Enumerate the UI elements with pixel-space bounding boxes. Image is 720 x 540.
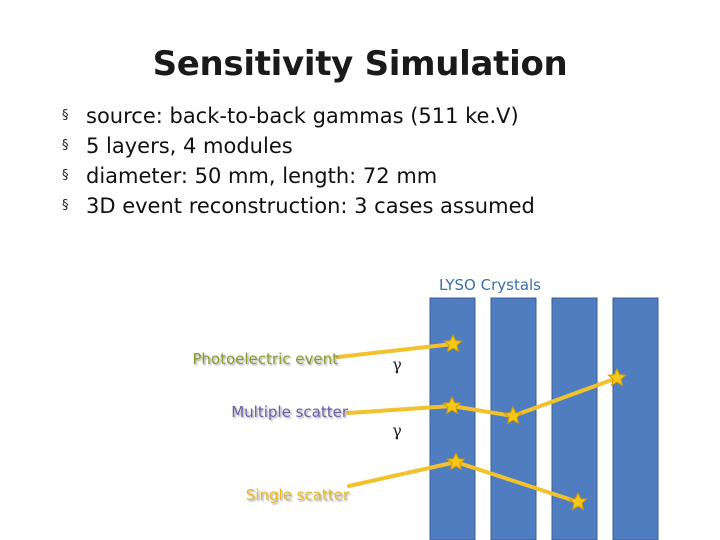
photoelectric-track [336,342,455,359]
bullet-text: 3D event reconstruction: 3 cases assumed [86,194,535,218]
bullet-marker: § [62,108,69,123]
multiple-scatter-label: Multiple scatter [231,403,349,421]
bullet-marker: § [62,168,69,183]
bullet-item: § 3D event reconstruction: 3 cases assume… [62,191,535,221]
interaction-star-icon [443,333,463,353]
bullet-item: § diameter: 50 mm, length: 72 mm [62,161,535,191]
photoelectric-label: Photoelectric event [192,350,338,368]
bullet-text: 5 layers, 4 modules [86,134,293,158]
bullet-marker: § [62,138,69,153]
bullet-marker: § [62,198,69,213]
bullet-item: § source: back-to-back gammas (511 ke.V) [62,101,535,131]
interaction-star-icon [442,395,462,415]
interaction-star-icon [446,451,466,471]
bullet-text: source: back-to-back gammas (511 ke.V) [86,104,519,128]
gamma-symbol-upper: γ [392,355,402,374]
single-scatter-label: Single scatter [246,486,350,504]
crystals-label: LYSO Crystals [439,276,541,294]
crystal-column-1 [429,297,476,540]
multiple-scatter-track [346,376,619,418]
interaction-star-icon [503,405,523,425]
bullet-list: § source: back-to-back gammas (511 ke.V) … [62,101,535,221]
slide-title: Sensitivity Simulation [152,44,568,84]
bullet-text: diameter: 50 mm, length: 72 mm [86,164,438,188]
crystal-column-4 [612,297,659,540]
interaction-star-icon [607,367,627,387]
bullet-item: § 5 layers, 4 modules [62,131,535,161]
gamma-symbol-lower: γ [392,421,402,440]
interaction-star-icon [568,491,588,511]
